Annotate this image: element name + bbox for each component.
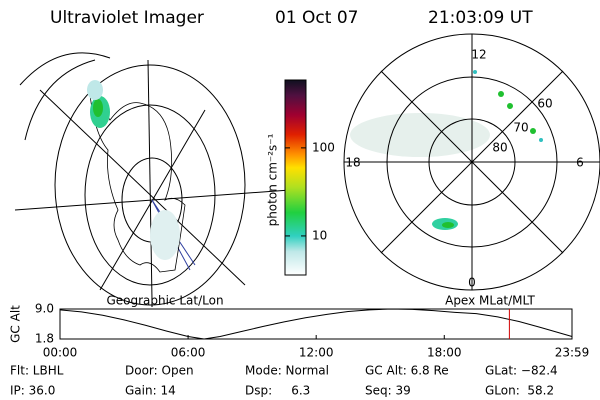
polar-label: Apex MLat/MLT (445, 294, 535, 308)
status-field: Dsp: 6.3 (245, 384, 310, 398)
mlat-label: 60 (537, 97, 552, 111)
status-field: Flt: LBHL (10, 364, 64, 378)
geo-label: Geographic Lat/Lon (106, 294, 223, 308)
status-field: GC Alt: 6.8 Re (365, 364, 449, 378)
status-field: Seq: 39 (365, 384, 411, 398)
polar-plot (343, 33, 600, 291)
status-field: Gain: 14 (125, 384, 176, 398)
time: 21:03:09 UT (428, 8, 533, 28)
status-field: Mode: Normal (245, 364, 329, 378)
mlt-label: 12 (471, 48, 486, 62)
status-field: IP: 36.0 (10, 384, 55, 398)
x-tick-label: 12:00 (299, 346, 334, 360)
date: 01 Oct 07 (275, 8, 358, 28)
x-tick-label: 06:00 (171, 346, 206, 360)
colorbar-tick-label: 10 (312, 228, 327, 242)
mlat-label: 70 (513, 121, 528, 135)
mlt-label: 0 (468, 276, 476, 290)
mlt-label: 18 (345, 156, 360, 170)
y-tick-label: 1.8 (35, 332, 54, 346)
plot-frame (59, 308, 573, 340)
x-tick-label: 00:00 (43, 346, 78, 360)
x-tick-label: 18:00 (427, 346, 462, 360)
geo-map (14, 52, 291, 306)
colorbar (284, 79, 307, 276)
x-tick-label: 23:59 (555, 346, 590, 360)
y-tick-label: 9.0 (35, 302, 54, 316)
mlat-label: 80 (492, 141, 507, 155)
colorbar-tick-label: 100 (312, 140, 335, 154)
colorbar-label: photon cm⁻²s⁻¹ (266, 133, 280, 226)
status-field: GLon: 58.2 (485, 384, 554, 398)
title: Ultraviolet Imager (50, 8, 204, 28)
status-field: GLat: −82.4 (485, 364, 558, 378)
mlt-label: 6 (576, 156, 584, 170)
altitude-line (59, 308, 573, 340)
status-field: Door: Open (125, 364, 194, 378)
y-axis-label: GC Alt (9, 305, 23, 343)
